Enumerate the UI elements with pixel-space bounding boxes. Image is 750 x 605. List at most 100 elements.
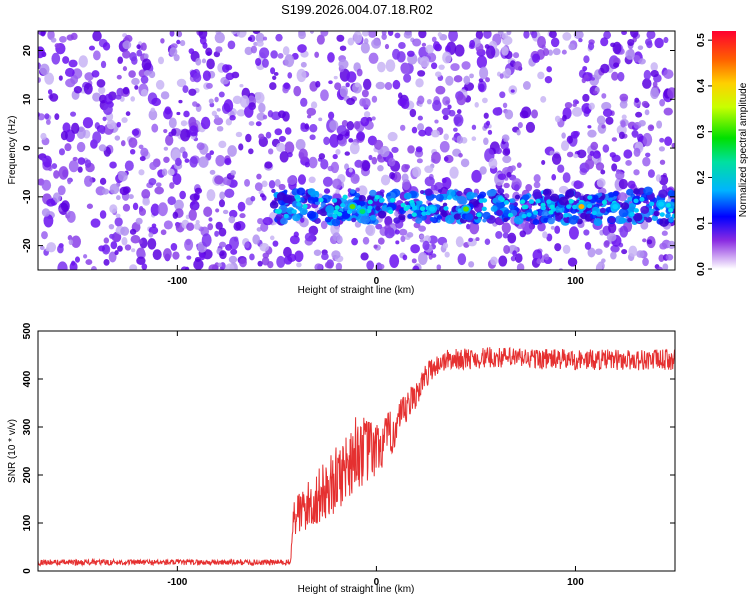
spectrogram-cell [276,142,286,153]
spectrogram-cell [115,94,122,100]
spectrogram-cell [438,64,445,70]
spectrogram-cell [256,112,266,121]
spectrogram-cell [665,253,674,261]
signal-band-cell [437,189,443,193]
spectrogram-cell [122,66,128,72]
signal-band-peak [566,204,572,209]
signal-band-cell [398,213,406,221]
spectrogram-cell [176,111,181,116]
spectrogram-cell [182,151,188,159]
signal-band-cell [598,192,603,197]
spectrogram-cell [108,251,117,263]
spectrogram-cell [336,34,345,42]
spectrogram-cell [336,125,347,136]
signal-band-cell [369,189,377,197]
spectrogram-cell [54,43,61,49]
signal-band-peak [443,206,449,211]
spectrogram-cell [172,251,180,260]
spectrogram-cell [140,89,148,97]
spectrogram-cell [432,99,442,112]
spectrogram-cell [208,217,213,222]
spectrogram-cell [334,82,342,90]
x-tick-label: 0 [374,577,380,588]
spectrogram-cell [216,108,221,112]
spectrogram-cell [397,97,407,107]
hotspot-core [359,208,366,215]
spectrogram-cell [125,111,131,116]
signal-band-cell [464,213,474,221]
spectrogram-cell [263,36,268,41]
spectrogram-cell [650,69,659,78]
spectrogram-y-ticks: 20 10 0 -10 -20 [22,45,675,253]
y-tick-label: 20 [22,45,33,57]
spectrogram-cell [314,51,320,58]
spectrogram-cell [422,240,430,251]
signal-band-cell [271,188,276,193]
spectrogram-cell [618,178,628,190]
spectrogram-cell [257,218,264,225]
spectrogram-cell [163,108,173,120]
signal-band-peak [665,203,671,208]
spectrogram-cell [143,53,149,60]
spectrogram-cell [416,158,423,164]
spectrogram-cell [304,232,315,242]
signal-band-cell [360,215,371,225]
spectrogram-cell [141,189,151,199]
spectrogram-cell [381,33,387,40]
spectrogram-cell [245,133,252,143]
spectrogram-cell [179,40,186,47]
spectrogram-cell [646,40,653,49]
spectrogram-cell [76,141,86,153]
spectrogram-cell [421,42,427,47]
signal-band-cell [386,192,391,197]
spectrogram-cell [267,148,274,155]
spectrogram-cell [627,180,636,189]
spectrogram-cell [180,128,191,142]
spectrogram-cell [661,230,668,236]
spectrogram-cell [136,249,146,259]
spectrogram-cell [482,97,488,104]
spectrogram-cell [169,47,178,57]
spectrogram-cell [116,74,122,80]
signal-band-cell [331,218,341,227]
spectrogram-cell [384,224,391,231]
spectrogram-cell [497,173,506,180]
spectrogram-cell [371,95,378,103]
spectrogram-cell [248,148,254,155]
spectrogram-cell [140,75,149,84]
spectrogram-cell [172,173,182,185]
spectrogram-cell [277,52,284,59]
signal-band-cell [326,210,334,218]
spectrogram-cell [595,263,603,270]
spectrogram-cell [117,56,124,64]
spectrogram-cell [60,130,68,141]
spectrogram-cell [498,255,508,267]
spectrogram-cell [287,175,297,186]
spectrogram-xlabel: Height of straight line (km) [298,285,415,296]
spectrogram-cell [267,110,274,118]
spectrogram-cell [183,110,190,118]
spectrogram-cell [623,149,633,159]
spectrogram-cell [202,70,211,82]
spectrogram-cell [516,129,521,136]
spectrogram-cell [502,232,509,239]
spectrogram-cell [487,129,493,135]
spectrogram-cell [213,117,224,126]
x-tick-label: 0 [374,276,380,287]
spectrogram-cell [223,99,234,113]
spectrogram-cell [261,180,268,188]
spectrogram-cell [572,99,579,105]
spectrogram-cell [510,165,516,172]
spectrogram-cell [130,235,141,244]
spectrogram-cell [328,80,333,85]
spectrogram-cell [195,57,202,66]
spectrogram-cell [129,264,138,270]
spectrogram-cell [199,252,206,261]
spectrogram-cell [131,248,136,253]
spectrogram-cell [516,162,522,168]
spectrogram-cell [638,58,646,65]
spectrogram-cell [88,45,96,51]
spectrogram-cell [192,72,202,83]
spectrogram-cell [261,256,270,266]
spectrogram-cell [327,111,335,120]
